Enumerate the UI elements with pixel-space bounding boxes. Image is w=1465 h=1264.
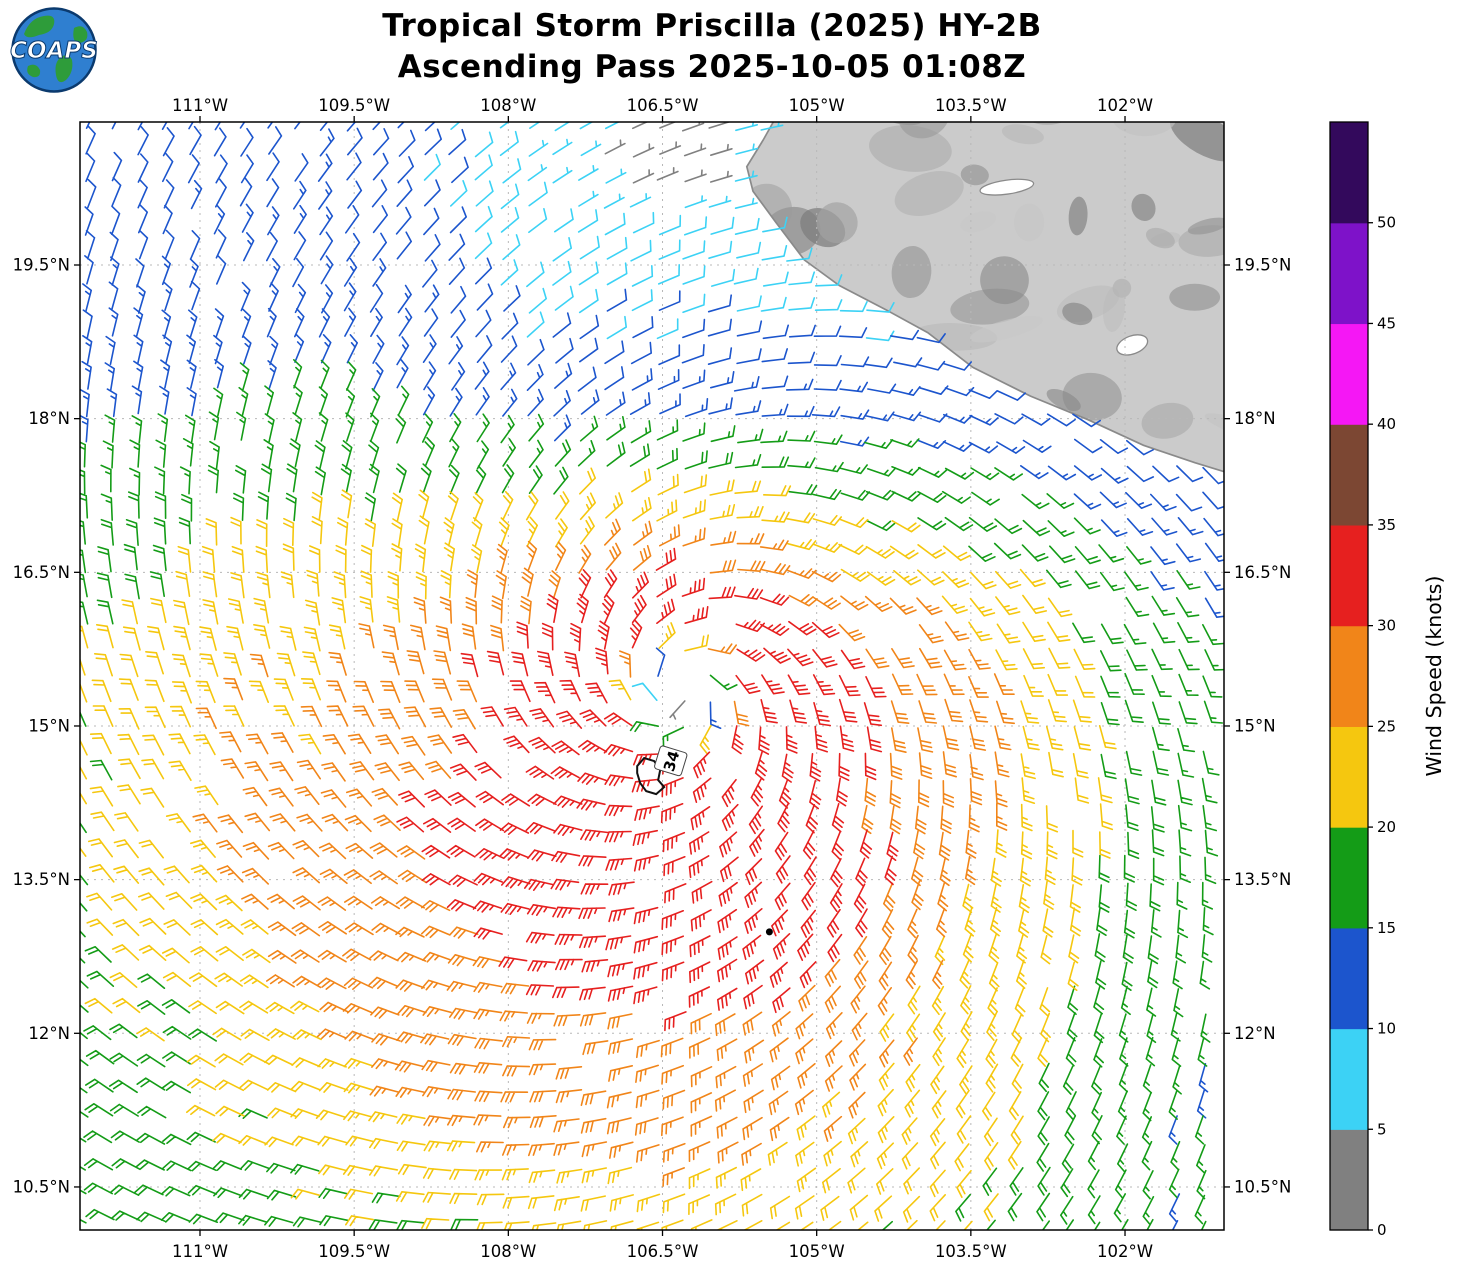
svg-text:15°N: 15°N <box>1234 716 1276 735</box>
svg-text:12°N: 12°N <box>1234 1024 1276 1043</box>
svg-text:12°N: 12°N <box>28 1024 70 1043</box>
svg-text:105°W: 105°W <box>789 1242 845 1261</box>
svg-text:40: 40 <box>1377 415 1396 433</box>
annotations: 34 <box>636 745 773 936</box>
svg-text:10.5°N: 10.5°N <box>13 1177 70 1196</box>
svg-text:111°W: 111°W <box>172 1242 228 1261</box>
svg-text:19.5°N: 19.5°N <box>13 256 70 275</box>
lake <box>979 178 1035 196</box>
svg-text:106.5°W: 106.5°W <box>627 96 699 115</box>
coastline <box>745 122 1224 473</box>
svg-text:18°N: 18°N <box>28 409 70 428</box>
colorbar: 0 5 10 15 20 25 30 35 40 45 50 <box>1329 121 1396 1239</box>
land-terrain <box>745 122 1224 473</box>
colorbar-title: Wind Speed (knots) <box>1422 576 1446 777</box>
globe-land-1 <box>24 15 55 38</box>
contour-label: 34 <box>654 745 688 777</box>
svg-text:16.5°N: 16.5°N <box>1234 563 1291 582</box>
svg-text:108°W: 108°W <box>480 96 536 115</box>
svg-text:105°W: 105°W <box>789 96 845 115</box>
svg-text:18°N: 18°N <box>1234 409 1276 428</box>
svg-text:111°W: 111°W <box>172 96 228 115</box>
globe-land-4 <box>27 64 41 78</box>
logo-text: COAPS <box>10 38 98 64</box>
axis-ticks <box>74 116 1230 1236</box>
svg-text:5: 5 <box>1377 1120 1387 1138</box>
svg-text:35: 35 <box>1377 516 1396 534</box>
svg-text:19.5°N: 19.5°N <box>1234 256 1291 275</box>
svg-text:103.5°W: 103.5°W <box>935 1242 1007 1261</box>
svg-text:15°N: 15°N <box>28 716 70 735</box>
svg-text:25: 25 <box>1377 717 1396 735</box>
svg-text:102°W: 102°W <box>1097 96 1153 115</box>
svg-text:50: 50 <box>1377 214 1396 232</box>
wind-radius-contour <box>636 756 666 796</box>
axis-labels: 111°W 111°W 109.5°W 109.5°W 108°W 108°W 106.5°… <box>13 96 1292 1261</box>
svg-text:15: 15 <box>1377 919 1396 937</box>
coaps-logo: COAPS <box>8 4 100 96</box>
svg-text:106.5°W: 106.5°W <box>627 1242 699 1261</box>
svg-text:13.5°N: 13.5°N <box>13 870 70 889</box>
marker-dot <box>765 928 773 936</box>
wind-barbs <box>80 122 1224 1230</box>
svg-text:10: 10 <box>1377 1020 1396 1038</box>
svg-text:103.5°W: 103.5°W <box>935 96 1007 115</box>
svg-text:13.5°N: 13.5°N <box>1234 870 1291 889</box>
svg-text:0: 0 <box>1377 1221 1387 1239</box>
globe-icon: COAPS <box>10 6 98 94</box>
svg-text:109.5°W: 109.5°W <box>318 1242 390 1261</box>
svg-text:10.5°N: 10.5°N <box>1234 1177 1291 1196</box>
svg-text:108°W: 108°W <box>480 1242 536 1261</box>
svg-text:102°W: 102°W <box>1097 1242 1153 1261</box>
svg-text:109.5°W: 109.5°W <box>318 96 390 115</box>
globe-land-3 <box>73 26 88 43</box>
plot-border <box>79 121 1225 1231</box>
svg-text:20: 20 <box>1377 818 1396 836</box>
title-block: Tropical Storm Priscilla (2025) HY-2B As… <box>0 6 1424 88</box>
svg-text:30: 30 <box>1377 617 1396 635</box>
chart-subtitle: Ascending Pass 2025-10-05 01:08Z <box>397 49 1027 85</box>
chart-title: Tropical Storm Priscilla (2025) HY-2B <box>382 8 1042 44</box>
svg-text:45: 45 <box>1377 314 1396 332</box>
svg-text:16.5°N: 16.5°N <box>13 563 70 582</box>
globe-land-2 <box>55 54 73 83</box>
svg-text:34: 34 <box>660 748 683 773</box>
